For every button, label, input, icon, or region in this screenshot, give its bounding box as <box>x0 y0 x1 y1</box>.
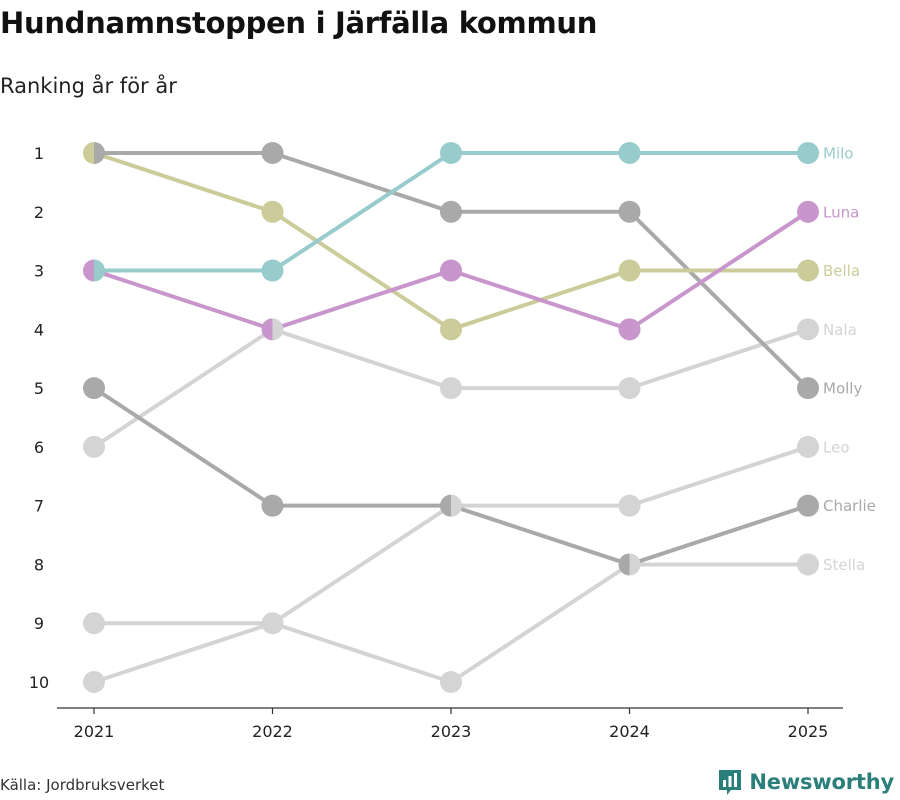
data-point-stella-2024 <box>629 553 641 576</box>
data-point-milo-2025 <box>797 142 819 164</box>
x-tick-label: 2021 <box>74 722 115 741</box>
data-point-bella-2022 <box>261 200 284 223</box>
data-point-charlie-2025 <box>797 494 819 517</box>
data-point-leo-2022 <box>272 612 284 635</box>
bump-chart: 1 2 3 4 5 6 7 8 9 10 2021 2022 2023 2024 2025 Nala Leo… <box>29 142 876 741</box>
data-point-bella-2025 <box>797 259 819 282</box>
data-point-stella-2025 <box>797 553 819 576</box>
data-point-nala-2023 <box>440 377 462 400</box>
data-point-milo-2021 <box>94 259 106 282</box>
source-note: Källa: Jordbruksverket <box>0 776 165 794</box>
series-label-stella: Stella <box>823 556 865 574</box>
y-tick-label: 6 <box>34 438 44 457</box>
data-point-charlie-2024 <box>618 553 630 576</box>
data-point-stella-2022 <box>261 612 273 635</box>
series-line-charlie <box>92 386 810 567</box>
chart-title: Hundnamnstoppen i Järfälla kommun <box>0 6 598 40</box>
data-point-leo-2023 <box>451 494 462 517</box>
brand-name: Newsworthy <box>749 770 894 794</box>
y-tick-label: 9 <box>34 614 44 633</box>
data-point-molly-2023 <box>440 200 462 223</box>
series-line-bella <box>92 151 810 332</box>
data-point-luna-2022 <box>261 318 273 341</box>
data-point-molly-2025 <box>797 377 819 400</box>
data-point-nala-2021 <box>83 435 105 458</box>
data-point-molly-2022 <box>261 142 284 164</box>
data-point-bella-2021 <box>83 142 94 164</box>
y-tick-label: 5 <box>34 379 44 398</box>
x-tick-label: 2022 <box>252 722 293 741</box>
y-tick-label: 2 <box>34 203 44 222</box>
chart-subtitle: Ranking år för år <box>0 74 177 98</box>
data-point-charlie-2023 <box>439 494 451 517</box>
data-point-bella-2024 <box>618 259 641 282</box>
data-point-nala-2025 <box>797 318 819 341</box>
data-point-luna-2021 <box>83 259 94 282</box>
data-point-stella-2021 <box>83 612 105 635</box>
data-point-bella-2023 <box>440 318 462 341</box>
x-axis: 2021 2022 2023 2024 2025 <box>57 707 843 741</box>
data-point-leo-2024 <box>618 494 641 517</box>
data-point-molly-2021 <box>94 142 105 164</box>
y-tick-label: 1 <box>34 144 44 163</box>
brand-logo: Newsworthy <box>717 768 894 796</box>
x-tick-label: 2025 <box>788 722 829 741</box>
y-tick-label: 10 <box>29 673 49 692</box>
data-point-stella-2023 <box>440 671 462 693</box>
data-point-luna-2024 <box>618 318 641 341</box>
y-tick-label: 7 <box>34 497 44 516</box>
series-label-molly: Molly <box>823 380 862 398</box>
y-tick-label: 4 <box>34 320 44 339</box>
x-tick-label: 2023 <box>431 722 472 741</box>
data-point-milo-2024 <box>618 142 641 164</box>
bar-chart-icon <box>719 770 742 795</box>
data-point-nala-2022 <box>272 318 284 341</box>
series-lines <box>92 151 810 684</box>
series-line-stella <box>92 562 810 684</box>
series-end-labels: Nala Leo Stella Molly Charlie Bella Milo Luna <box>823 145 876 574</box>
data-point-milo-2023 <box>440 142 462 164</box>
data-point-leo-2021 <box>83 671 105 693</box>
series-label-leo: Leo <box>823 438 850 456</box>
series-points <box>83 142 819 693</box>
data-point-molly-2024 <box>618 200 641 223</box>
series-label-milo: Milo <box>823 145 853 163</box>
data-point-leo-2025 <box>797 435 819 458</box>
y-tick-label: 3 <box>34 262 44 281</box>
series-label-charlie: Charlie <box>823 497 876 515</box>
data-point-milo-2022 <box>261 259 284 282</box>
series-label-bella: Bella <box>823 262 860 280</box>
data-point-luna-2023 <box>440 259 462 282</box>
data-point-charlie-2022 <box>261 494 284 517</box>
y-tick-label: 8 <box>34 555 44 574</box>
series-label-nala: Nala <box>823 321 857 339</box>
series-label-luna: Luna <box>823 203 859 221</box>
data-point-charlie-2021 <box>83 377 105 400</box>
x-tick-label: 2024 <box>609 722 650 741</box>
data-point-nala-2024 <box>618 377 641 400</box>
y-axis-ticks: 1 2 3 4 5 6 7 8 9 10 <box>29 144 49 692</box>
data-point-luna-2025 <box>797 200 819 223</box>
